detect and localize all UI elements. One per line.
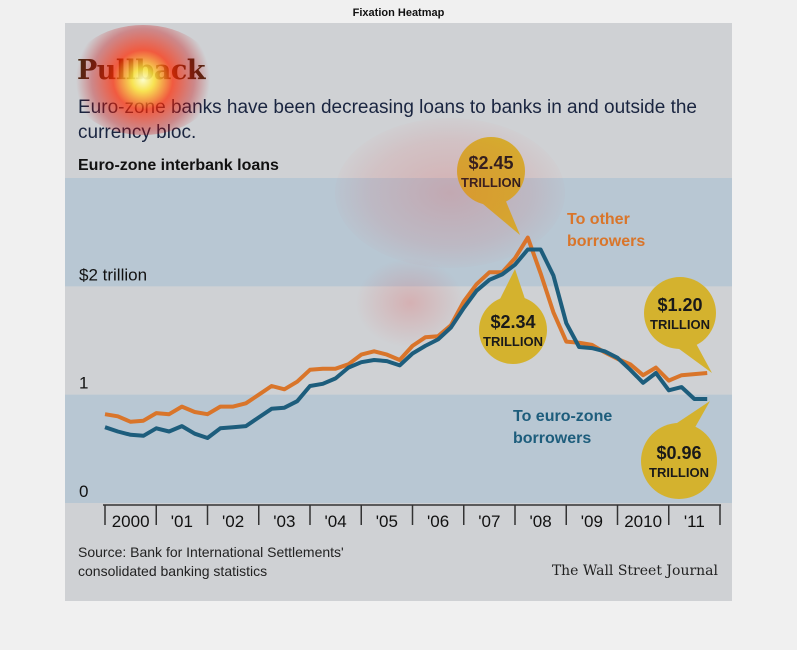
source-note: Source: Bank for International Settlemen…	[78, 544, 344, 579]
callout-unit: TRILLION	[461, 175, 521, 190]
x-tick-label: '03	[273, 512, 295, 531]
series-label-other: To other	[567, 211, 630, 228]
callout-bubble	[479, 296, 547, 364]
series-label-other-line2: borrowers	[567, 233, 645, 250]
x-tick-label: 2000	[112, 512, 150, 531]
x-tick-label: '02	[222, 512, 244, 531]
line-chart: 0 1 $2 trillion 2000 '01 '02 '03 '04 '05 '06 '07 '…	[65, 137, 732, 531]
callout-unit: TRILLION	[649, 465, 709, 480]
grid-bands	[65, 178, 732, 503]
callout-bubble	[644, 277, 716, 349]
x-tick-label: '11	[684, 512, 705, 531]
series-lines	[104, 235, 708, 440]
chart-heading: Euro-zone interbank loans	[78, 157, 279, 174]
y-tick-label: 1	[79, 374, 88, 393]
y-tick-label: $2 trillion	[79, 265, 147, 284]
callout: $1.20 TRILLION	[644, 277, 716, 373]
callouts: $2.45TRILLION$2.34TRILLION$1.20TRILLION$…	[457, 137, 717, 499]
x-axis: 2000 '01 '02 '03 '04 '05 '06 '07 '08 '09 2010 '11	[103, 504, 721, 531]
credit: The Wall Street Journal	[551, 563, 718, 579]
callout-unit: TRILLION	[483, 334, 543, 349]
callout-value: $2.45	[468, 153, 513, 173]
callout-value: $0.96	[656, 443, 701, 463]
x-tick-label: '07	[478, 512, 500, 531]
callout-unit: TRILLION	[650, 317, 710, 332]
grid-band	[65, 178, 732, 287]
series-labels: To other borrowers To euro-zone borrower…	[513, 211, 645, 447]
callout-bubble	[641, 423, 717, 499]
y-tick-label: 0	[79, 482, 88, 501]
callout-value: $1.20	[657, 295, 702, 315]
series-line-eurozone	[104, 247, 708, 440]
x-tick-label: 2010	[624, 512, 662, 531]
callout-value: $2.34	[490, 312, 535, 332]
grid-band	[65, 394, 732, 503]
x-tick-label: '08	[530, 512, 552, 531]
y-tick-labels: 0 1 $2 trillion	[79, 265, 147, 501]
callout-pointer	[497, 269, 527, 305]
callout-pointer	[477, 199, 520, 235]
x-tick-label: '01	[171, 512, 193, 531]
callout: $2.45 TRILLION	[457, 137, 525, 235]
series-label-eurozone-line2: borrowers	[513, 430, 591, 447]
x-tick-label: '09	[581, 512, 603, 531]
series-label-eurozone: To euro-zone	[513, 408, 612, 425]
x-tick-label: '04	[325, 512, 347, 531]
callout-bubble	[457, 137, 525, 205]
x-tick-label: '06	[427, 512, 449, 531]
chart-panel: Pullback Euro-zone banks have been decre…	[65, 23, 732, 601]
figure-title: Fixation Heatmap	[352, 7, 445, 19]
callout: $0.96 TRILLION	[641, 401, 717, 499]
callout: $2.34 TRILLION	[479, 269, 547, 364]
x-tick-label: '05	[376, 512, 398, 531]
